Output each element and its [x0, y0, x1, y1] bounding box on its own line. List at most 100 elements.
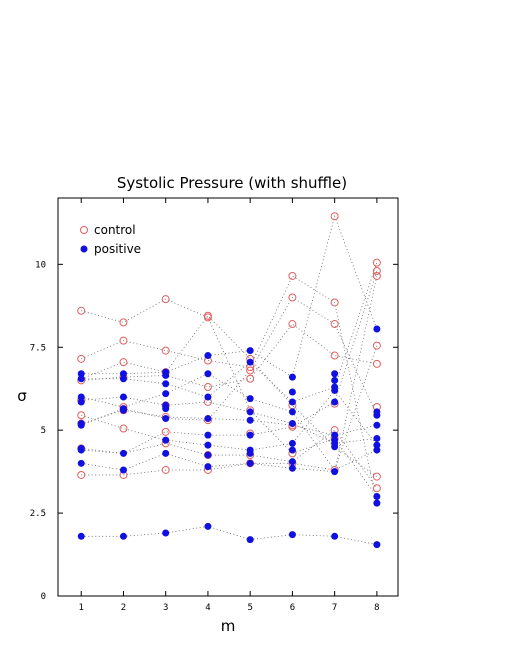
control-point — [372, 484, 381, 493]
positive-point — [162, 415, 170, 423]
control-point — [330, 320, 339, 329]
x-tick-label: 5 — [247, 603, 252, 613]
control-point — [119, 424, 128, 433]
trajectory-line — [81, 396, 377, 444]
positive-point — [373, 493, 381, 500]
positive-point — [331, 386, 339, 394]
positive-point — [246, 459, 254, 467]
trajectory-line — [81, 525, 377, 545]
control-point — [119, 318, 128, 327]
control-point — [77, 306, 86, 315]
positive-point — [162, 405, 170, 413]
control-point — [372, 359, 381, 368]
positive-point — [162, 380, 170, 388]
x-tick-label: 4 — [205, 603, 210, 613]
legend-positive-label: positive — [94, 242, 141, 256]
control-point — [77, 470, 86, 479]
positive-point — [119, 375, 127, 383]
x-tick-label: 6 — [290, 603, 295, 613]
control-point — [203, 383, 212, 392]
positive-point — [77, 370, 85, 378]
positive-point — [77, 375, 85, 383]
positive-point — [204, 463, 212, 471]
positive-point — [246, 416, 254, 424]
control-point — [288, 293, 297, 302]
control-point — [203, 311, 212, 320]
trajectory-line — [81, 275, 378, 504]
positive-point — [373, 446, 381, 454]
positive-point — [119, 406, 127, 414]
x-tick-label: 1 — [79, 603, 84, 613]
x-tick-label: 8 — [374, 603, 379, 613]
positive-point — [288, 408, 296, 416]
chart-title: Systolic Pressure (with shuffle) — [117, 174, 347, 192]
positive-point — [246, 536, 254, 544]
positive-point — [331, 370, 339, 378]
trajectory-line — [81, 315, 378, 477]
positive-point — [246, 358, 254, 366]
positive-point — [204, 393, 212, 401]
positive-point — [246, 408, 254, 416]
control-point — [161, 346, 170, 355]
data-points — [77, 212, 381, 549]
control-point — [330, 212, 339, 221]
positive-point — [204, 352, 212, 360]
control-point — [372, 341, 381, 350]
positive-point — [204, 441, 212, 449]
positive-point — [162, 529, 170, 537]
y-axis-label: σ — [17, 387, 27, 405]
x-axis: 1 2 3 4 5 6 7 8 — [79, 198, 380, 613]
trajectory-line — [81, 429, 378, 489]
positive-point — [162, 371, 170, 379]
positive-point — [331, 376, 339, 384]
positive-point — [162, 390, 170, 398]
positive-point — [119, 393, 127, 401]
positive-point — [77, 446, 85, 454]
control-point — [372, 472, 381, 481]
positive-point — [373, 499, 381, 507]
x-tick-label: 3 — [163, 603, 168, 613]
y-tick-label: 2.5 — [30, 509, 46, 519]
trajectory-line — [81, 296, 378, 426]
control-point — [77, 411, 86, 420]
control-point — [330, 351, 339, 360]
control-point — [246, 374, 255, 383]
trajectory-line — [81, 373, 378, 471]
positive-point — [373, 434, 381, 442]
positive-point — [77, 393, 85, 401]
positive-point — [119, 466, 127, 474]
control-point — [203, 313, 212, 322]
positive-point — [119, 370, 127, 378]
control-point — [119, 336, 128, 345]
positive-point — [288, 458, 296, 466]
positive-point — [373, 325, 381, 333]
control-point — [288, 320, 297, 329]
control-point — [161, 427, 170, 436]
positive-point — [373, 441, 381, 449]
positive-point — [119, 449, 127, 457]
trajectory-line — [81, 345, 378, 476]
trajectory-line — [81, 262, 378, 403]
positive-point — [288, 420, 296, 428]
control-point — [372, 258, 381, 267]
legend-control-marker — [80, 226, 88, 234]
x-axis-label: m — [221, 617, 236, 635]
positive-point — [331, 398, 339, 406]
positive-point — [331, 532, 339, 540]
control-point — [161, 295, 170, 304]
positive-point — [77, 459, 85, 467]
control-point — [372, 266, 381, 275]
positive-point — [119, 532, 127, 540]
legend: control positive — [80, 223, 141, 256]
control-point — [119, 358, 128, 367]
positive-point — [77, 532, 85, 540]
control-point — [330, 298, 339, 307]
y-tick-label: 0 — [41, 592, 46, 602]
positive-point — [77, 398, 85, 406]
control-point — [77, 354, 86, 363]
positive-point — [162, 449, 170, 457]
legend-positive-marker — [80, 245, 88, 253]
control-point — [372, 271, 381, 280]
positive-point — [246, 395, 254, 403]
